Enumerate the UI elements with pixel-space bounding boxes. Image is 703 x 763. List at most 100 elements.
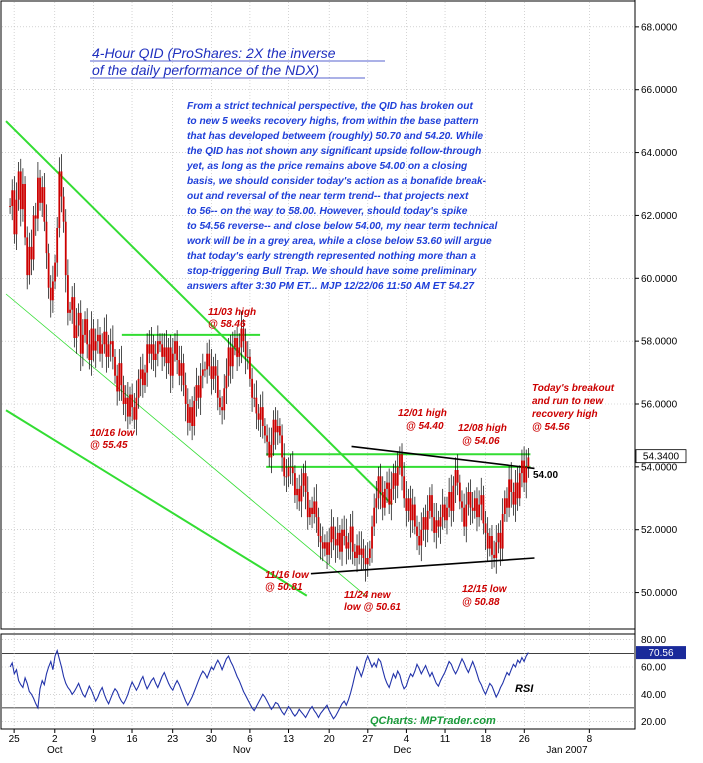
rsi-label: RSI	[515, 683, 534, 695]
candle-body	[99, 334, 101, 354]
candle-body	[368, 548, 371, 558]
rsi-last-label: 70.56	[648, 648, 673, 659]
candle-body	[428, 495, 431, 511]
candle-body	[191, 407, 194, 426]
candle-body	[379, 476, 382, 492]
candle-body	[223, 388, 226, 411]
candle-body	[60, 171, 63, 197]
candle-body	[257, 413, 260, 420]
candle-body	[255, 397, 258, 414]
candle-body	[268, 441, 271, 458]
candle-body	[210, 366, 213, 379]
candle-body	[259, 407, 262, 420]
annotation-text: @ 54.06	[462, 436, 500, 447]
candle-body	[253, 397, 256, 399]
commentary-line: From a strict technical perspective, the…	[187, 101, 473, 112]
candle-body	[227, 347, 230, 376]
candle-body	[306, 492, 309, 518]
candle-body	[443, 504, 446, 521]
candle-body	[437, 520, 440, 527]
candle-body	[28, 246, 31, 276]
candle-body	[148, 344, 151, 354]
candle-body	[315, 501, 318, 518]
candle-body	[332, 526, 335, 540]
candle-body	[266, 435, 268, 442]
price-tick-label: 64.0000	[641, 148, 678, 159]
candle-body	[371, 526, 373, 549]
candle-body	[182, 363, 185, 386]
rsi-pane	[0, 633, 636, 730]
annotation-text: @ 50.81	[265, 582, 303, 593]
month-tick-label: Jan 2007	[546, 745, 588, 756]
candle-body	[122, 385, 125, 404]
candle-body	[405, 498, 408, 511]
candle-body	[390, 488, 393, 505]
candle-body	[491, 536, 493, 555]
annotation-text: 11/24 new	[344, 590, 392, 601]
candle-body	[345, 536, 348, 549]
candle-body	[503, 498, 506, 514]
candle-body	[506, 498, 508, 508]
candle-body	[467, 492, 470, 505]
candle-body	[279, 426, 281, 436]
candle-body	[499, 532, 502, 549]
candle-body	[401, 454, 403, 477]
day-tick-label: 9	[91, 734, 97, 745]
candle-body	[216, 375, 219, 398]
day-tick-label: 16	[126, 734, 138, 745]
price-tick-label: 60.0000	[641, 274, 678, 285]
candle-body	[516, 482, 519, 499]
candle-body	[309, 507, 311, 518]
candle-body	[411, 504, 414, 521]
candle-body	[396, 466, 399, 486]
candle-body	[324, 542, 326, 549]
candle-body	[116, 375, 119, 392]
candle-body	[272, 419, 275, 445]
candle-body	[146, 344, 149, 373]
trend-channels	[5, 120, 393, 597]
candle-body	[174, 341, 176, 354]
candle-body	[283, 457, 286, 477]
candle-body	[291, 466, 294, 474]
candle-body	[270, 444, 273, 458]
candle-body	[103, 331, 106, 345]
candle-body	[26, 237, 29, 276]
candle-body	[176, 341, 179, 360]
candle-body	[41, 187, 44, 203]
candle-body	[358, 545, 361, 555]
candle-body	[124, 397, 127, 404]
commentary-line: to 56-- on the way to 58.00. However, sh…	[187, 206, 468, 217]
candle-body	[435, 520, 438, 533]
candle-body	[454, 470, 457, 486]
candle-body	[214, 366, 217, 376]
annotation-text: @ 54.40	[406, 421, 444, 432]
candle-body	[242, 328, 245, 342]
level-label-54: 54.00	[533, 470, 558, 481]
candle-body	[45, 221, 48, 254]
candle-body	[386, 482, 388, 489]
candle-body	[69, 309, 71, 313]
candle-body	[478, 504, 481, 518]
candle-body	[276, 426, 279, 433]
annotation-text: @ 58.46	[208, 319, 246, 330]
day-tick-label: 27	[362, 734, 374, 745]
candle-body	[199, 375, 202, 398]
candle-body	[343, 529, 346, 536]
annotation-text: 11/03 high	[208, 307, 256, 318]
candle-body	[144, 372, 146, 386]
candle-body	[285, 476, 288, 478]
rsi-tick-label: 20.00	[641, 717, 666, 728]
last-price-tag: 54.3400	[635, 449, 687, 464]
day-tick-label: 25	[9, 734, 21, 745]
annotation-text: 11/16 low	[265, 570, 310, 581]
candle-body	[484, 523, 487, 533]
rsi-last-tag: 70.56	[636, 646, 686, 660]
candle-body	[497, 532, 500, 543]
candle-body	[300, 485, 303, 502]
candle-body	[197, 385, 200, 398]
candle-body	[486, 532, 489, 549]
candle-body	[71, 297, 74, 310]
candle-body	[167, 347, 170, 364]
candle-body	[347, 542, 350, 549]
annotation-text: 10/16 low	[90, 428, 136, 439]
